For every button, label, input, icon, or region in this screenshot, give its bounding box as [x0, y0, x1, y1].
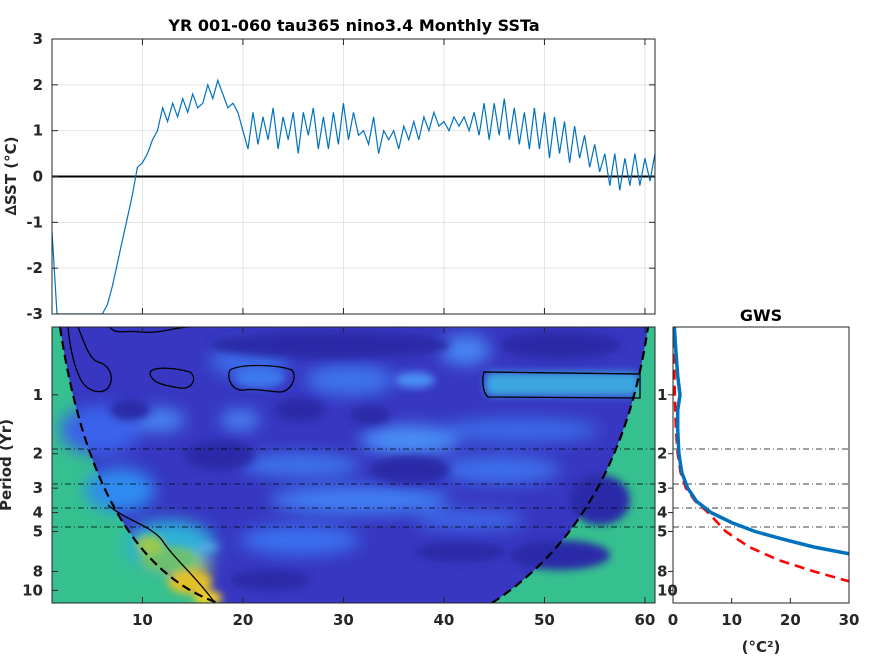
y-tick-label: 1: [33, 122, 43, 140]
y-tick-label: 5: [33, 523, 43, 541]
gws-title: GWS: [740, 306, 782, 325]
x-tick-label: 40: [434, 611, 455, 629]
x-tick-label: 0: [668, 611, 678, 629]
contour: [67, 327, 112, 393]
x-tick-label: 10: [132, 611, 153, 629]
x-tick-label: 60: [635, 611, 656, 629]
y-tick-label: 4: [33, 504, 43, 522]
significance-contours: [67, 327, 641, 603]
power-blobs: [60, 331, 640, 603]
y-tick-label: 8: [33, 562, 43, 580]
chart-title: YR 001-060 tau365 nino3.4 Monthly SSTa: [167, 16, 539, 35]
x-axis-label: (°C²): [742, 638, 781, 656]
contour: [109, 327, 191, 334]
sst-timeseries-panel: -3 -2 -1 0 1 2 3 YR 001-060 tau365 nino3.4 Mon…: [2, 16, 656, 323]
reference-lines: [52, 448, 655, 528]
y-tick-label: 3: [657, 479, 667, 497]
x-tick-label: 50: [534, 611, 555, 629]
y-tick-label: 2: [657, 445, 667, 463]
y-tick-label: 1: [33, 386, 43, 404]
global-wavelet-spectrum-curve: [673, 327, 849, 556]
y-tick-label: 0: [33, 168, 43, 186]
y-tick-label: 8: [657, 562, 667, 580]
contour: [482, 371, 641, 399]
axes-box: [51, 326, 656, 604]
y-tick-label: -1: [26, 213, 43, 231]
y-tick-label: 3: [33, 30, 43, 48]
y-tick-label: 3: [33, 479, 43, 497]
contour: [149, 367, 195, 389]
plot-area: [673, 327, 849, 603]
y-tick-label: -2: [26, 259, 43, 277]
cone-of-influence: [58, 327, 650, 603]
contour: [228, 364, 295, 393]
x-tick-label: 30: [333, 611, 354, 629]
y-tick-label: 10: [657, 581, 678, 599]
y-tick-label: 1: [657, 386, 667, 404]
sst-series-line: [52, 78, 655, 314]
x-tick-label: 20: [780, 611, 801, 629]
y-ticks: -3 -2 -1 0 1 2 3: [26, 30, 655, 323]
y-axis-label: ∆SST (°C): [2, 136, 20, 215]
x-tick-label: 10: [721, 611, 742, 629]
y-tick-label: -3: [26, 305, 43, 323]
y-tick-label: 2: [33, 445, 43, 463]
y-axis-label: Period (Yr): [0, 419, 15, 511]
x-tick-label: 20: [233, 611, 254, 629]
y-tick-label: 10: [22, 581, 43, 599]
contour: [107, 504, 216, 603]
y-tick-label: 4: [657, 504, 667, 522]
y-tick-label: 5: [657, 523, 667, 541]
y-tick-label: 2: [33, 76, 43, 94]
x-tick-label: 30: [839, 611, 860, 629]
axes-box: [672, 326, 850, 604]
